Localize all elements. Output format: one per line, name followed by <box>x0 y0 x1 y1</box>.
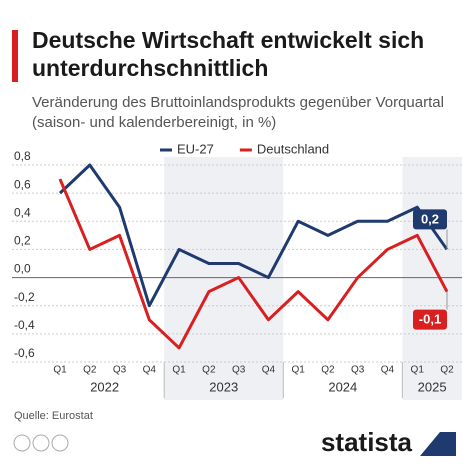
value-label: 0,2 <box>421 211 439 226</box>
x-tick-label: Q1 <box>172 365 186 376</box>
series-line <box>58 178 449 350</box>
year-label: 2023 <box>209 379 238 394</box>
x-tick-label: Q1 <box>291 365 305 376</box>
y-tick-label: 0,4 <box>14 205 31 219</box>
license-icons <box>13 434 69 452</box>
legend-label: Deutschland <box>257 141 329 156</box>
x-tick-label: Q3 <box>113 365 127 376</box>
value-label-box <box>413 209 447 230</box>
logo-icon <box>420 432 456 456</box>
value-label: -0,1 <box>419 312 441 327</box>
y-tick-label: -0,6 <box>14 346 35 360</box>
x-tick-label: Q4 <box>381 365 395 376</box>
year-band <box>164 157 284 400</box>
accent-bar <box>12 30 18 82</box>
chart-title: Deutsche Wirtschaft entwickelt sich unte… <box>32 27 425 81</box>
x-tick-label: Q4 <box>262 365 276 376</box>
year-label: 2024 <box>328 379 357 394</box>
y-tick-label: 0,8 <box>14 149 31 163</box>
x-tick-label: Q1 <box>411 365 425 376</box>
year-band <box>402 157 462 400</box>
y-tick-label: 0,2 <box>14 234 31 248</box>
value-label-box <box>413 309 447 330</box>
source: Quelle: Eurostat <box>14 410 93 422</box>
x-tick-label: Q2 <box>83 365 97 376</box>
chart-subtitle: Veränderung des Bruttoinlandsprodukts ge… <box>32 94 444 131</box>
y-tick-label: 0,0 <box>14 262 31 276</box>
x-tick-label: Q2 <box>440 365 454 376</box>
series-line <box>58 163 449 308</box>
x-tick-label: Q1 <box>53 365 67 376</box>
x-tick-label: Q2 <box>202 365 216 376</box>
brand: statista <box>321 427 413 457</box>
x-tick-label: Q3 <box>351 365 365 376</box>
y-tick-label: 0,6 <box>14 177 31 191</box>
x-tick-label: Q2 <box>321 365 335 376</box>
year-label: 2022 <box>90 379 119 394</box>
legend-label: EU-27 <box>177 141 214 156</box>
year-label: 2025 <box>418 379 447 394</box>
x-tick-label: Q3 <box>232 365 246 376</box>
y-tick-label: -0,2 <box>14 290 35 304</box>
x-tick-label: Q4 <box>143 365 157 376</box>
y-tick-label: -0,4 <box>14 318 35 332</box>
